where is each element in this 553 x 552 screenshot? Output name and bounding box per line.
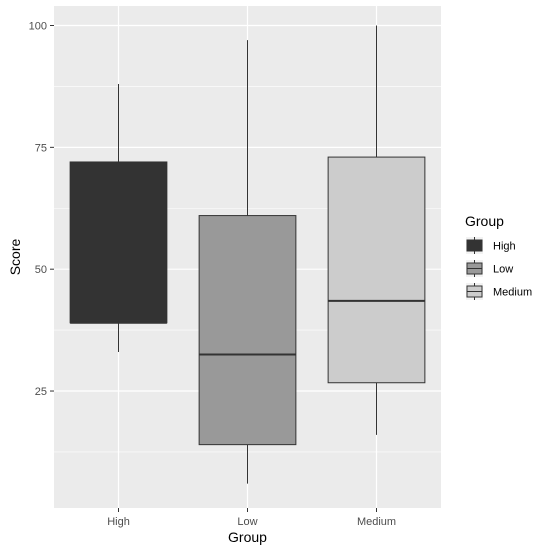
legend: Group High Low Medium <box>465 213 532 300</box>
x-tick-label: High <box>107 516 130 528</box>
box-high <box>69 83 168 353</box>
y-tick-label: 25 <box>35 386 47 398</box>
legend-item-high: High <box>466 237 516 254</box>
box-body <box>198 215 297 446</box>
box-body <box>327 156 426 384</box>
x-tick-label: Low <box>237 516 257 528</box>
x-axis: High Low Medium <box>107 508 396 528</box>
boxes <box>69 25 426 484</box>
y-tick-label: 75 <box>35 142 47 154</box>
y-tick-label: 100 <box>29 20 47 32</box>
y-axis-title: Score <box>7 239 23 276</box>
box-medium <box>327 25 426 435</box>
box-low <box>198 40 297 484</box>
legend-label: Low <box>493 264 513 276</box>
legend-item-medium: Medium <box>466 283 532 300</box>
x-tick-label: Medium <box>357 516 396 528</box>
legend-title: Group <box>465 213 504 229</box>
x-axis-title: Group <box>228 529 267 545</box>
legend-label: Medium <box>493 287 532 299</box>
box-body <box>69 161 168 324</box>
legend-item-low: Low <box>466 260 513 277</box>
legend-label: High <box>493 241 516 253</box>
y-axis: 25 50 75 100 <box>29 20 54 398</box>
y-tick-label: 50 <box>35 264 47 276</box>
